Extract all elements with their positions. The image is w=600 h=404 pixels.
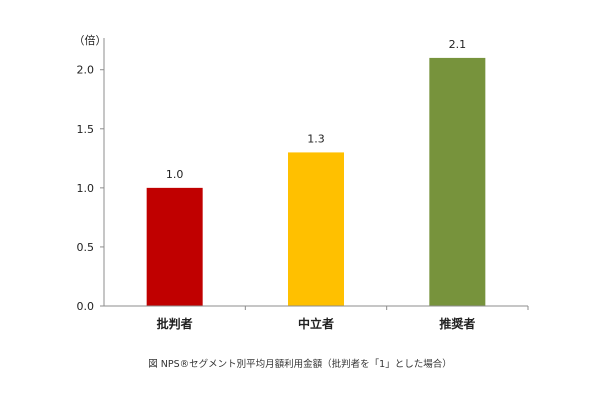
data-label: 1.3	[307, 132, 325, 145]
data-label: 2.1	[449, 38, 467, 51]
data-labels: 1.0 1.3 2.1	[166, 38, 466, 181]
y-tick-label: 1.5	[77, 123, 95, 136]
y-tick-label: 2.0	[77, 64, 95, 77]
figure-caption: 図 NPS®セグメント別平均月額利用金額（批判者を「1」とした場合）	[148, 359, 452, 370]
y-tick-label: 1.0	[77, 182, 95, 195]
data-label: 1.0	[166, 168, 184, 181]
y-tick-label: 0.0	[77, 300, 95, 313]
y-axis-unit-label: （倍）	[74, 33, 107, 47]
y-axis-ticks: 0.0 0.5 1.0 1.5 2.0	[77, 64, 104, 313]
y-tick-label: 0.5	[77, 241, 95, 254]
x-axis-tick-labels: 批判者 中立者 推奨者	[157, 306, 529, 331]
bar-2	[429, 57, 486, 306]
bars	[146, 57, 486, 306]
bar-0	[146, 187, 203, 306]
x-tick-label: 推奨者	[439, 316, 475, 331]
x-tick-label: 批判者	[157, 316, 193, 331]
x-tick-label: 中立者	[298, 316, 334, 331]
bar-1	[288, 152, 344, 306]
